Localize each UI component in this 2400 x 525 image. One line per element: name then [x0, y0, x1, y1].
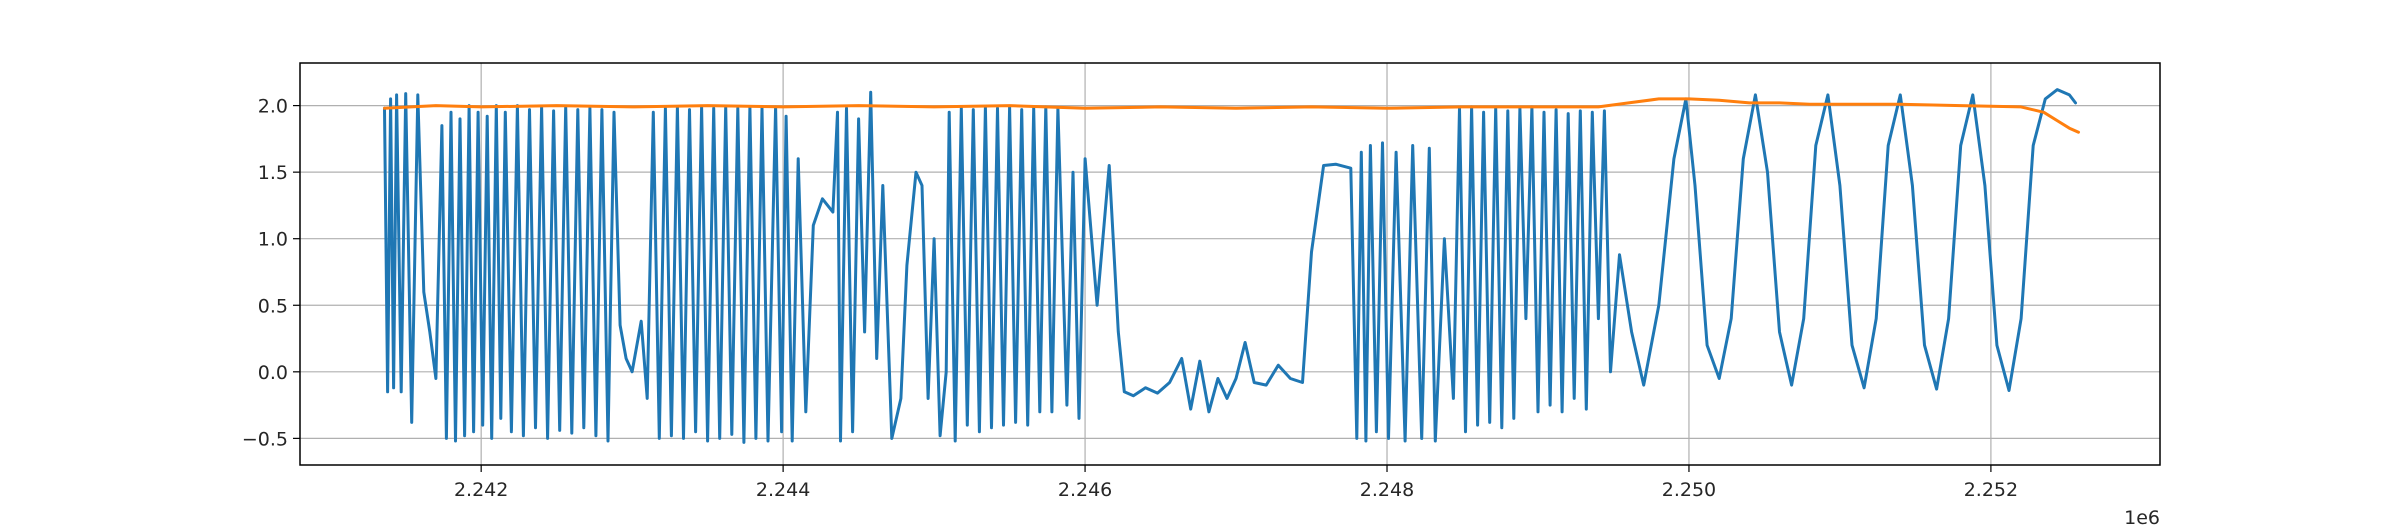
y-tick-label: 0.5 — [258, 295, 288, 317]
x-offset-label: 1e6 — [2124, 507, 2160, 525]
y-tick-label: −0.5 — [242, 428, 288, 450]
x-tick-label: 2.250 — [1662, 479, 1716, 501]
x-tick-label: 2.242 — [454, 479, 508, 501]
series-line-1 — [383, 88, 2077, 444]
series-line-2 — [383, 97, 2080, 134]
x-tick-label: 2.248 — [1360, 479, 1414, 501]
axes-frame — [299, 62, 2161, 466]
y-tick-label: 1.5 — [258, 162, 288, 184]
x-axis: 2.242 2.244 2.246 2.248 2.250 2.252 — [454, 465, 2018, 501]
y-tick-label: 2.0 — [258, 96, 288, 118]
y-tick-label: 0.0 — [258, 362, 288, 384]
x-tick-label: 2.252 — [1964, 479, 2018, 501]
x-tick-label: 2.246 — [1058, 479, 1112, 501]
y-tick-label: 1.0 — [258, 229, 288, 251]
series-layer — [383, 88, 2080, 444]
y-axis: −0.5 0.0 0.5 1.0 1.5 2.0 — [242, 96, 300, 450]
x-tick-label: 2.244 — [756, 479, 810, 501]
